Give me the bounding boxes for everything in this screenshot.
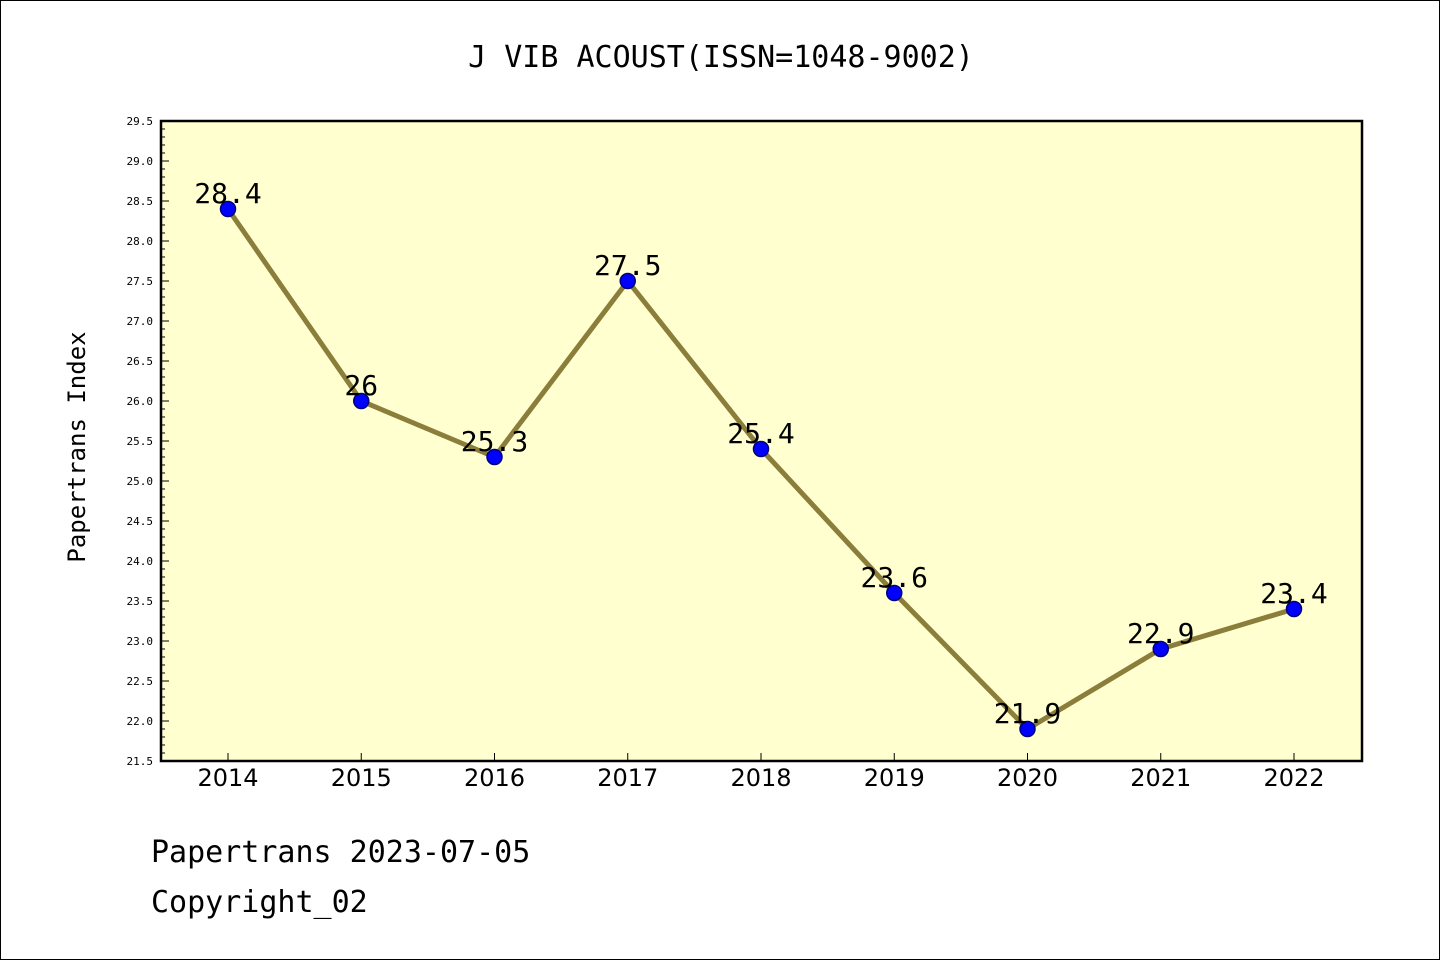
data-point xyxy=(219,200,237,218)
data-point xyxy=(486,448,503,466)
data-label: 26 xyxy=(344,369,378,402)
x-axis: 2014 2015 2016 2017 2018 2019 2020 2021 2022 xyxy=(197,753,1325,792)
data-point xyxy=(752,440,770,458)
x-tick-label: 2014 xyxy=(197,764,258,792)
x-tick-label: 2020 xyxy=(997,764,1058,792)
x-tick-label: 2015 xyxy=(331,764,392,792)
y-tick-label: 25.5 xyxy=(127,435,154,448)
x-tick-label: 2022 xyxy=(1263,764,1324,792)
y-tick-label: 22.0 xyxy=(127,715,154,728)
y-tick-label: 21.5 xyxy=(127,755,154,768)
data-point xyxy=(619,272,636,290)
data-label: 23.6 xyxy=(861,561,928,594)
chart-title: J VIB ACOUST(ISSN=1048-9002) xyxy=(468,40,974,75)
y-tick-label: 28.5 xyxy=(127,195,154,208)
series-layer: 28.4 26 25.3 27.5 25.4 23.6 21.9 22.9 23.4 xyxy=(194,177,1328,738)
x-tick-label: 2017 xyxy=(597,764,658,792)
data-point xyxy=(886,584,903,602)
plot-border xyxy=(159,119,1364,763)
data-label: 23.4 xyxy=(1260,577,1327,610)
x-tick-label: 2018 xyxy=(730,764,791,792)
footer-copyright: Copyright_02 xyxy=(151,885,368,920)
data-label: 28.4 xyxy=(194,177,261,210)
y-tick-label: 28.0 xyxy=(127,235,154,248)
y-tick-label: 27.5 xyxy=(127,275,154,288)
data-point xyxy=(353,392,370,410)
y-tick-label: 22.5 xyxy=(127,675,154,688)
data-label: 25.3 xyxy=(461,425,528,458)
y-tick-label: 26.5 xyxy=(127,355,154,368)
y-tick-label: 23.0 xyxy=(127,635,154,648)
y-tick-label: 27.0 xyxy=(127,315,154,328)
footer-date: Papertrans 2023-07-05 xyxy=(151,835,531,870)
y-tick-label: 24.0 xyxy=(127,555,154,568)
y-tick-label: 29.0 xyxy=(127,155,154,168)
y-tick-label: 26.0 xyxy=(127,395,154,408)
data-point xyxy=(1152,640,1169,658)
x-tick-label: 2021 xyxy=(1130,764,1191,792)
y-tick-label: 24.5 xyxy=(127,515,154,528)
data-label: 27.5 xyxy=(594,249,661,282)
y-tick-label: 29.5 xyxy=(127,115,154,128)
y-tick-label: 23.5 xyxy=(127,595,154,608)
x-tick-label: 2019 xyxy=(864,764,925,792)
y-axis-label: Papertrans Index xyxy=(63,331,91,562)
x-tick-label: 2016 xyxy=(464,764,525,792)
data-point xyxy=(1019,720,1036,738)
y-axis: 21.5 22.0 22.5 23.0 23.5 24.0 24.5 25.0 25.5 26.0… xyxy=(127,115,169,768)
data-label: 21.9 xyxy=(994,697,1061,730)
y-tick-label: 25.0 xyxy=(127,475,154,488)
data-point xyxy=(1285,600,1303,618)
data-label: 25.4 xyxy=(727,417,794,450)
data-label: 22.9 xyxy=(1127,617,1194,650)
